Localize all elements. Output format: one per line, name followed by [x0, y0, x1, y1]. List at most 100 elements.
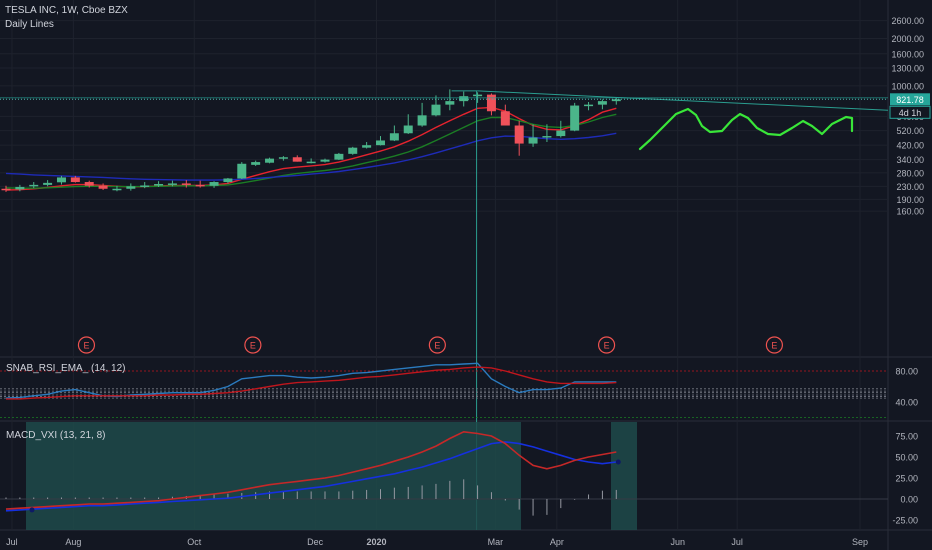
price-tick-label: 2600.00	[891, 16, 924, 26]
candle[interactable]	[417, 102, 427, 127]
earnings-marker-label: E	[771, 341, 777, 351]
moving-average-line	[5, 113, 617, 189]
rsi-line	[6, 366, 617, 400]
macd-pane[interactable]	[0, 422, 888, 530]
countdown-badge	[889, 105, 931, 119]
candle[interactable]	[209, 181, 219, 188]
time-tick-label: Jun	[670, 537, 685, 547]
candle[interactable]	[570, 102, 580, 132]
candle-body	[597, 101, 607, 105]
candle-body	[514, 125, 524, 144]
macd-cross-dot	[29, 507, 35, 513]
countdown-label: 4d 1h	[899, 108, 922, 118]
candle[interactable]	[278, 156, 288, 161]
candle[interactable]	[611, 97, 621, 105]
candle[interactable]	[15, 184, 25, 192]
candle-body	[251, 162, 261, 165]
candle-body	[195, 184, 205, 187]
candle[interactable]	[334, 152, 344, 161]
earnings-marker[interactable]: E	[597, 336, 616, 354]
candle[interactable]	[375, 136, 385, 146]
macd-tick-label: 50.00	[895, 453, 918, 463]
candle-body	[140, 185, 150, 187]
candle-body	[500, 111, 510, 126]
candle[interactable]	[528, 124, 538, 147]
macd-line	[5, 441, 617, 512]
candle[interactable]	[542, 124, 552, 143]
candle[interactable]	[500, 104, 510, 126]
candle[interactable]	[140, 182, 150, 189]
candle-body	[473, 94, 483, 97]
earnings-marker[interactable]: E	[765, 336, 783, 354]
price-tick-label: 1000.00	[891, 81, 924, 91]
candle-body	[334, 153, 344, 160]
candle[interactable]	[584, 101, 594, 111]
rsi-pane[interactable]	[0, 362, 888, 418]
candle-body	[584, 104, 594, 107]
candle[interactable]	[459, 91, 469, 107]
rsi-pane-title[interactable]: SNAB_RSI_EMA_ (14, 12)	[6, 363, 126, 374]
candle[interactable]	[126, 183, 136, 191]
candle[interactable]	[556, 120, 566, 138]
candle-body	[70, 177, 80, 183]
candle[interactable]	[84, 180, 94, 188]
time-tick-label: Mar	[488, 537, 504, 547]
candle[interactable]	[195, 180, 205, 188]
candle[interactable]	[348, 146, 358, 155]
macd-pane-title[interactable]: MACD_VXI (13, 21, 8)	[6, 430, 106, 441]
macd-line	[5, 430, 617, 510]
candle[interactable]	[251, 160, 261, 166]
candle[interactable]	[1, 185, 11, 192]
price-tick-label: 160.00	[896, 207, 924, 217]
candle[interactable]	[486, 93, 496, 116]
candle-body	[292, 157, 302, 162]
earnings-marker[interactable]: E	[244, 336, 262, 354]
candle-body	[362, 145, 372, 148]
candle-body	[15, 186, 25, 190]
price-tick-label: 520.00	[896, 126, 924, 136]
candle[interactable]	[43, 180, 53, 187]
candle-body	[1, 188, 11, 191]
earnings-marker[interactable]: E	[77, 336, 96, 354]
projection-drawing[interactable]	[638, 107, 854, 151]
price-tick-label: 190.00	[896, 195, 924, 205]
candle[interactable]	[112, 185, 122, 192]
moving-average-line	[5, 132, 617, 181]
earnings-marker-label: E	[604, 341, 610, 351]
candle[interactable]	[70, 175, 80, 183]
candle[interactable]	[56, 175, 66, 185]
candle[interactable]	[265, 157, 275, 164]
candle[interactable]	[292, 155, 302, 162]
symbol-title[interactable]: TESLA INC, 1W, Cboe BZX	[5, 5, 128, 16]
candle-body	[278, 157, 288, 159]
candle[interactable]	[223, 177, 233, 184]
candle-body	[348, 147, 358, 154]
candle-body	[320, 159, 330, 162]
candle[interactable]	[362, 142, 372, 149]
candle[interactable]	[181, 180, 191, 188]
candle[interactable]	[445, 89, 455, 111]
earnings-marker[interactable]: E	[428, 336, 446, 354]
trendline-descending	[477, 90, 889, 111]
candle[interactable]	[514, 120, 524, 156]
candle[interactable]	[597, 99, 607, 110]
candle[interactable]	[29, 182, 39, 189]
candle[interactable]	[306, 158, 316, 164]
time-tick-label: Aug	[65, 537, 81, 547]
time-axis[interactable]: Jul Aug Oct Dec 2020 Mar Apr Jun Jul Sep	[6, 537, 868, 547]
candle[interactable]	[389, 125, 399, 142]
candle[interactable]	[98, 183, 108, 191]
candle[interactable]	[403, 114, 413, 134]
last-price-badge[interactable]	[890, 93, 930, 106]
rsi-tick-label: 40.00	[895, 398, 918, 408]
candle[interactable]	[237, 162, 247, 180]
candle[interactable]	[167, 180, 177, 187]
price-axis[interactable]: 2600.002000.001600.001300.001000.00640.0…	[889, 16, 931, 526]
candle-body	[112, 188, 122, 191]
macd-tick-label: 0.00	[900, 495, 918, 505]
candle[interactable]	[154, 181, 164, 187]
candle[interactable]	[320, 158, 330, 163]
